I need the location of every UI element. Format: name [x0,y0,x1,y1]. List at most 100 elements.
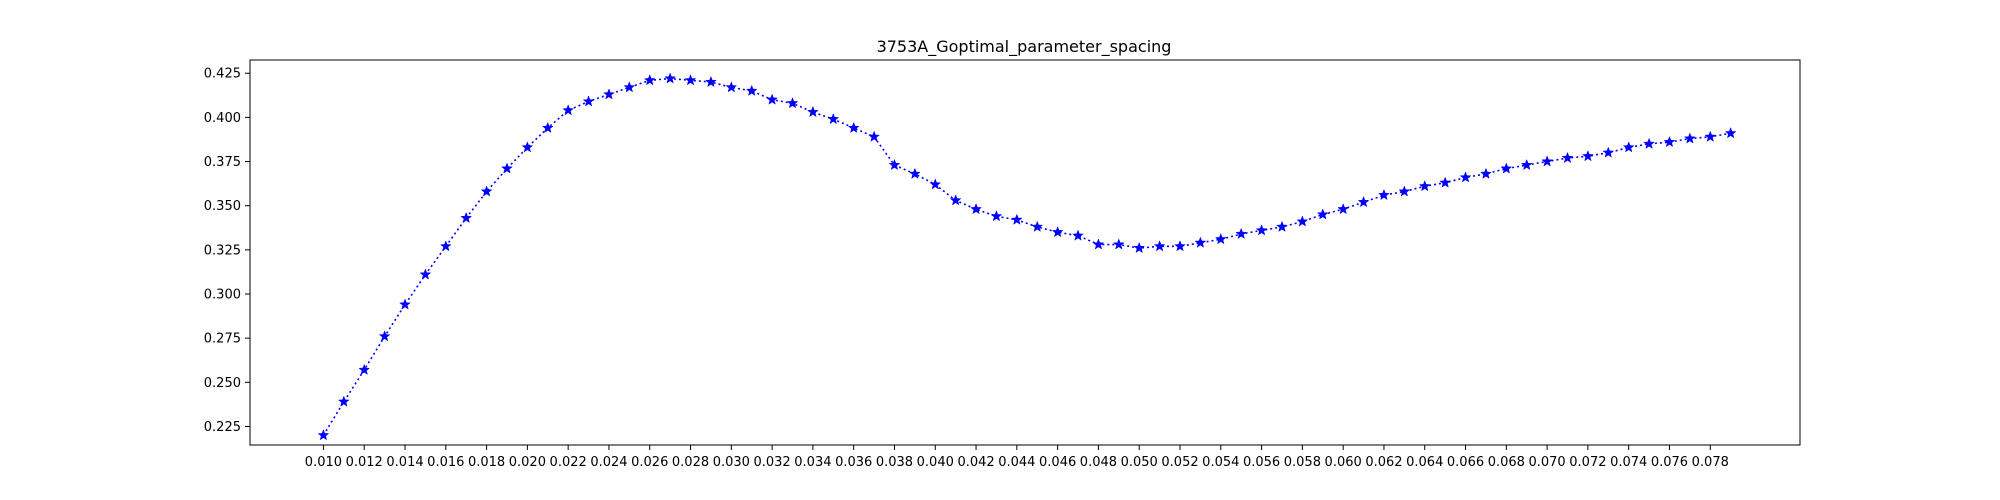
x-axis: 0.010 0.012 0.014 0.016 0.018 0.020 0.022 0.024… [305,445,1729,470]
data-point-marker [378,330,391,342]
y-tick-label: 0.275 [204,332,241,347]
data-point-marker [1480,167,1492,179]
chart-title: 3753A_Goptimal_parameter_spacing [877,37,1172,57]
x-tick-label: 0.056 [1243,455,1280,470]
x-tick-label: 0.064 [1406,455,1443,470]
x-tick-label: 0.010 [305,455,342,470]
data-point-marker [806,105,819,118]
data-point-marker [1500,162,1513,174]
data-point-marker [562,104,575,116]
x-tick-label: 0.050 [1121,455,1158,470]
y-tick-label: 0.350 [204,199,241,214]
x-tick-label: 0.022 [550,455,587,470]
y-axis: 0.225 0.250 0.275 0.300 0.325 0.350 0.375 0.400… [204,67,250,435]
data-point-marker [582,95,595,107]
data-point-marker [1112,238,1125,250]
data-point-marker [1194,236,1207,248]
data-point-marker [1418,180,1431,192]
data-point-marker [1235,227,1248,239]
data-point-marker [603,88,615,100]
data-point-marker [1704,130,1717,142]
x-tick-label: 0.070 [1528,455,1565,470]
x-tick-label: 0.014 [386,455,423,470]
data-point-marker [1133,241,1146,254]
data-point-marker [847,121,860,134]
data-point-marker [1378,188,1390,201]
data-point-marker [1439,176,1452,188]
x-tick-label: 0.020 [509,455,546,470]
x-tick-label: 0.074 [1610,455,1647,470]
data-point-marker [970,203,982,215]
x-tick-label: 0.066 [1447,455,1484,470]
data-point-marker [1459,171,1472,183]
x-tick-label: 0.044 [998,455,1035,470]
x-tick-label: 0.030 [713,455,750,470]
data-point-marker [1337,203,1350,215]
data-point-marker [990,210,1003,222]
data-point-marker [1581,150,1594,162]
x-tick-label: 0.046 [1039,455,1076,470]
x-tick-label: 0.062 [1365,455,1402,470]
y-tick-label: 0.325 [204,243,241,258]
x-tick-label: 0.052 [1161,455,1198,470]
data-point-marker [623,81,636,93]
y-tick-label: 0.400 [204,111,241,126]
x-tick-label: 0.024 [590,455,627,470]
x-tick-label: 0.038 [876,455,913,470]
data-point-marker [1561,151,1574,164]
data-point-marker [929,178,942,190]
data-point-marker [643,74,656,86]
data-point-marker [358,363,371,375]
data-point-marker [1520,158,1533,171]
data-point-marker [501,162,513,174]
plot-frame [249,59,1801,446]
data-point-marker [1683,132,1696,144]
data-point-marker [949,194,962,206]
data-point-marker [541,121,554,134]
data-point-marker [1296,215,1309,227]
data-point-marker [1276,220,1288,232]
data-point-marker [684,74,697,86]
x-tick-label: 0.012 [346,455,383,470]
data-point-marker [439,240,452,252]
x-tick-label: 0.072 [1569,455,1606,470]
x-tick-label: 0.018 [468,455,505,470]
data-point-marker [317,429,330,441]
data-point-marker [460,211,473,224]
data-point-marker [1174,240,1186,252]
x-tick-label: 0.040 [917,455,954,470]
y-tick-label: 0.250 [204,376,241,391]
data-point-marker [419,268,432,280]
data-point-marker [1031,220,1044,232]
data-point-marker [1663,135,1676,148]
data-point-marker [766,93,779,105]
data-point-marker [1622,141,1635,153]
x-tick-label: 0.016 [427,455,464,470]
x-tick-label: 0.026 [631,455,668,470]
data-point-marker [888,158,901,171]
x-tick-label: 0.060 [1325,455,1362,470]
series-line [322,77,1731,436]
x-tick-label: 0.058 [1284,455,1321,470]
x-tick-label: 0.068 [1488,455,1525,470]
data-point-marker [786,97,799,109]
data-point-marker [1214,233,1227,245]
y-tick-label: 0.225 [204,420,241,435]
y-tick-label: 0.375 [204,155,241,170]
data-point-marker [745,84,758,96]
data-point-marker [1255,224,1268,236]
x-tick-label: 0.042 [957,455,994,470]
data-point-marker [1072,229,1084,241]
x-tick-label: 0.078 [1692,455,1729,470]
data-point-marker [1602,146,1615,158]
x-tick-label: 0.032 [753,455,790,470]
x-tick-label: 0.048 [1080,455,1117,470]
data-point-marker [908,167,921,179]
x-tick-label: 0.034 [794,455,831,470]
x-tick-label: 0.054 [1202,455,1239,470]
data-point-marker [1724,127,1737,139]
plot-series [317,72,1737,441]
data-point-marker [664,72,677,84]
